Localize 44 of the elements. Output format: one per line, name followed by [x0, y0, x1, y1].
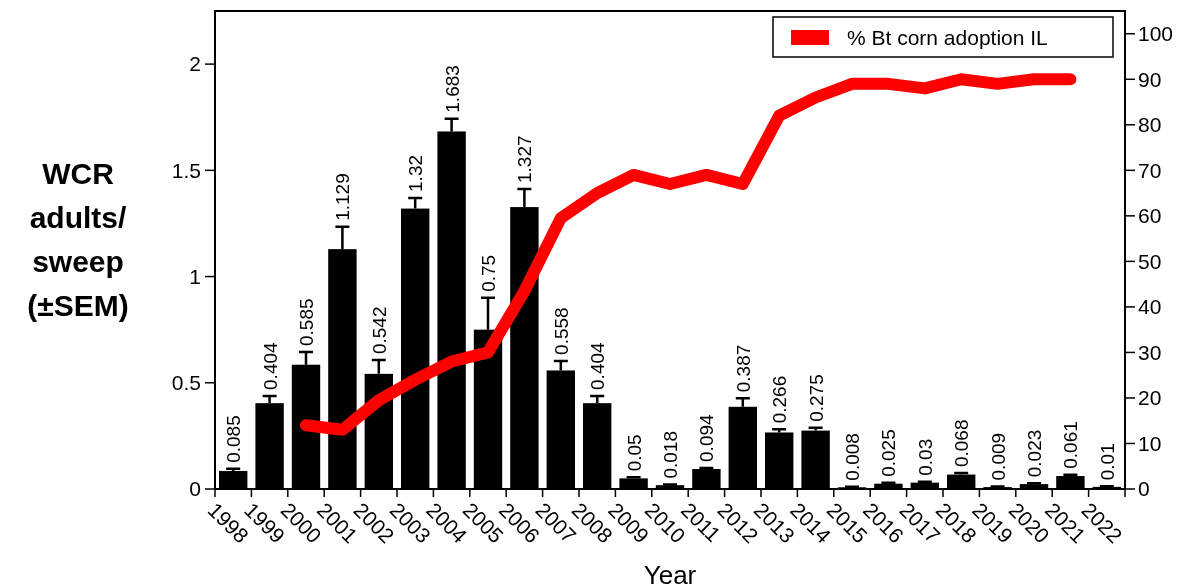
- data-label: 0.266: [769, 375, 791, 424]
- data-label: 0.275: [805, 374, 827, 422]
- data-label: 0.023: [1024, 429, 1045, 478]
- y2-tick-label: 10: [1138, 431, 1162, 455]
- y2-tick-label: 70: [1138, 158, 1162, 182]
- data-label: 0.387: [732, 344, 754, 393]
- y-axis-title: WCR adults/ sweep (±SEM): [27, 157, 129, 322]
- y2-tick-label: 60: [1138, 204, 1162, 228]
- data-label: 0.585: [296, 298, 317, 346]
- data-label: 0.03: [914, 438, 936, 476]
- data-label: 0.018: [660, 430, 681, 479]
- data-label: 0.085: [223, 415, 245, 463]
- data-label: 0.025: [878, 429, 900, 477]
- y2-tick-label: 40: [1138, 295, 1162, 319]
- data-label: 1.683: [441, 65, 463, 113]
- data-label: 0.404: [259, 341, 281, 390]
- y2-tick-label: 100: [1138, 22, 1174, 46]
- data-label: 0.094: [696, 413, 718, 462]
- y2-tick-label: 80: [1138, 113, 1162, 137]
- data-label: 0.558: [550, 307, 572, 355]
- data-label: 0.75: [478, 254, 499, 292]
- y-tick-label: 0.5: [171, 371, 201, 395]
- data-label: 0.542: [368, 306, 390, 355]
- y2-tick-label: 90: [1138, 67, 1162, 91]
- data-label: 1.32: [405, 154, 427, 192]
- y-tick-label: 1.5: [171, 158, 201, 182]
- data-label: 0.061: [1060, 421, 1082, 469]
- legend-label: % Bt corn adoption IL: [847, 26, 1048, 49]
- data-label: 0.01: [1096, 443, 1118, 481]
- y2-tick-label: 50: [1138, 249, 1162, 273]
- y-tick-label: 1: [189, 264, 201, 288]
- data-label: 0.068: [951, 419, 973, 468]
- y2-tick-label: 20: [1138, 386, 1162, 410]
- x-axis-title: Year: [643, 560, 697, 588]
- data-label: 1.327: [514, 135, 536, 184]
- data-label: 1.129: [332, 173, 354, 221]
- data-label: 0.008: [842, 433, 863, 481]
- data-label: 0.05: [623, 434, 645, 472]
- y-tick-label: 2: [189, 52, 201, 76]
- y-tick-label: 0: [189, 477, 201, 501]
- data-label: 0.009: [987, 432, 1009, 481]
- data-label: 0.404: [587, 341, 609, 390]
- y2-tick-label: 0: [1138, 477, 1150, 501]
- y2-tick-label: 30: [1138, 340, 1162, 364]
